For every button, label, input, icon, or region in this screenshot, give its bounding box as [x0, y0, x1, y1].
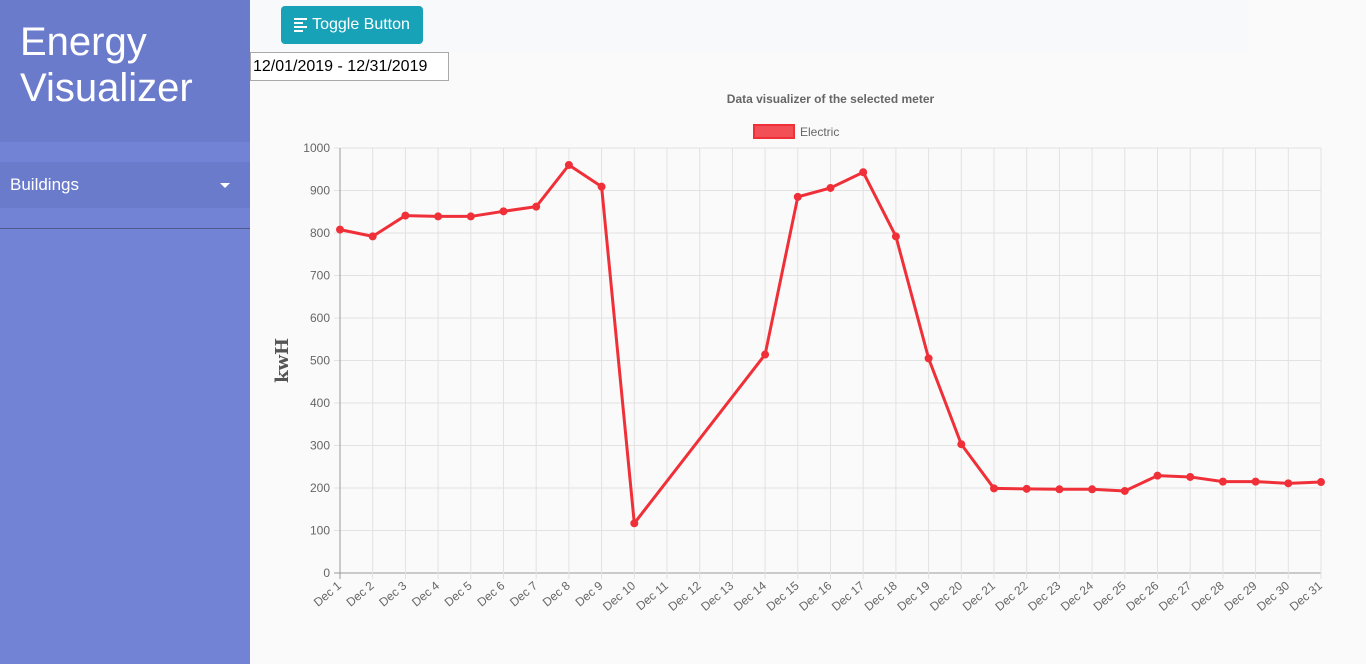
- y-tick-label: 300: [310, 439, 330, 453]
- x-tick-label: Dec 29: [1221, 578, 1259, 613]
- app-title-line2: Visualizer: [20, 66, 193, 110]
- y-tick-label: 800: [310, 226, 330, 240]
- toggle-button-label: Toggle Button: [312, 16, 410, 33]
- x-tick-label: Dec 19: [894, 578, 932, 613]
- y-tick-label: 700: [310, 269, 330, 283]
- caret-down-icon: [220, 182, 230, 188]
- chart-title: Data visualizer of the selected meter: [727, 92, 935, 106]
- data-point: [564, 161, 573, 169]
- x-tick-label: Dec 31: [1287, 578, 1325, 613]
- x-tick-label: Dec 20: [927, 578, 965, 613]
- data-point: [924, 354, 933, 363]
- x-tick-label: Dec 30: [1254, 578, 1292, 613]
- y-tick-label: 100: [310, 524, 330, 538]
- x-tick-label: Dec 12: [665, 578, 703, 613]
- data-point: [957, 440, 966, 449]
- data-point: [336, 225, 344, 234]
- x-tick-label: Dec 3: [376, 578, 409, 609]
- sidebar-item-buildings[interactable]: Buildings: [0, 162, 250, 208]
- x-tick-label: Dec 21: [960, 578, 998, 613]
- y-tick-label: 900: [310, 184, 330, 198]
- y-tick-label: 600: [310, 311, 330, 325]
- x-tick-label: Dec 22: [992, 578, 1030, 613]
- x-tick-label: Dec 14: [731, 578, 769, 613]
- data-point: [1186, 472, 1195, 481]
- data-point: [1317, 478, 1325, 487]
- energy-line-chart: Data visualizer of the selected meter Ele…: [272, 92, 1325, 614]
- series-line-electric: [339, 163, 1322, 525]
- data-point: [990, 484, 998, 493]
- data-point: [401, 211, 410, 220]
- app-title: Energy Visualizer: [20, 19, 230, 111]
- x-tick-label: Dec 8: [540, 578, 573, 609]
- data-point: [859, 168, 868, 177]
- x-tick-label: Dec 18: [862, 578, 900, 613]
- sidebar: Energy Visualizer Buildings: [0, 0, 250, 664]
- data-point: [1251, 477, 1260, 486]
- x-tick-label: Dec 13: [698, 578, 736, 613]
- y-tick-label: 400: [310, 396, 330, 410]
- y-tick-label: 1000: [303, 141, 330, 155]
- x-tick-label: Dec 4: [409, 578, 442, 609]
- data-point: [1022, 484, 1031, 493]
- y-tick-label: 200: [310, 481, 330, 495]
- y-axis-label: kwH: [272, 338, 293, 383]
- x-tick-label: Dec 7: [507, 578, 540, 609]
- data-point: [761, 350, 770, 359]
- data-point: [1088, 485, 1097, 494]
- sidebar-item-label: Buildings: [10, 175, 79, 194]
- data-point: [434, 212, 443, 221]
- data-point: [1218, 477, 1227, 486]
- x-tick-label: Dec 23: [1025, 578, 1063, 613]
- data-point: [826, 183, 835, 192]
- x-tick-label: Dec 24: [1058, 578, 1096, 613]
- data-point: [466, 212, 475, 221]
- data-point: [1120, 486, 1129, 495]
- y-tick-label: 500: [310, 354, 330, 368]
- x-tick-label: Dec 2: [344, 578, 377, 609]
- align-left-icon: [294, 18, 308, 32]
- data-point: [597, 182, 606, 191]
- legend-label: Electric: [800, 125, 839, 139]
- x-tick-label: Dec 5: [442, 578, 475, 609]
- legend-swatch: [753, 124, 795, 139]
- x-tick-label: Dec 11: [633, 578, 671, 613]
- x-tick-label: Dec 26: [1123, 578, 1161, 613]
- data-point: [499, 207, 508, 216]
- data-point: [630, 519, 639, 528]
- data-point: [1055, 485, 1064, 494]
- data-point: [793, 192, 802, 201]
- data-point: [368, 232, 377, 241]
- x-tick-label: Dec 17: [829, 578, 867, 613]
- data-point: [891, 232, 900, 241]
- x-tick-label: Dec 25: [1091, 578, 1129, 613]
- data-point: [1284, 479, 1293, 488]
- x-tick-label: Dec 27: [1156, 578, 1194, 613]
- data-point: [1153, 471, 1162, 480]
- x-tick-label: Dec 10: [600, 578, 638, 613]
- app-title-line1: Energy: [20, 20, 147, 64]
- sidebar-divider: [0, 228, 250, 229]
- y-tick-label: 0: [323, 566, 330, 580]
- toggle-sidebar-button[interactable]: Toggle Button: [281, 6, 423, 44]
- data-point: [532, 202, 541, 211]
- date-range-input[interactable]: [250, 52, 449, 81]
- x-tick-label: Dec 1: [311, 578, 344, 609]
- x-tick-label: Dec 28: [1189, 578, 1227, 613]
- x-tick-label: Dec 6: [474, 578, 507, 609]
- x-tick-label: Dec 15: [764, 578, 802, 613]
- chart-legend: Electric: [753, 124, 839, 139]
- x-tick-label: Dec 16: [796, 578, 834, 613]
- sidebar-header: Energy Visualizer: [0, 0, 250, 142]
